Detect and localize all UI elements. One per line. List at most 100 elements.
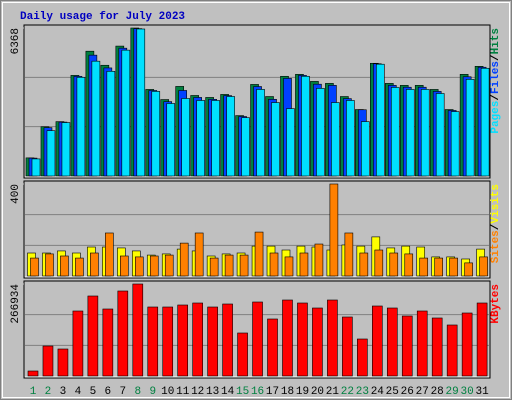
bar: [312, 307, 323, 377]
bar: [27, 370, 39, 377]
bar: [450, 111, 460, 177]
bar: [239, 254, 249, 277]
bar: [465, 79, 475, 177]
bar: [57, 348, 69, 377]
bar: [267, 318, 278, 377]
x-tick-label: 29: [446, 386, 459, 398]
bar: [192, 302, 203, 377]
legend: Pages/Files/Hits: [490, 28, 502, 134]
bar: [31, 158, 41, 177]
bar: [327, 299, 338, 377]
bar: [106, 70, 116, 177]
bar: [357, 338, 368, 377]
bar: [117, 290, 129, 377]
x-tick-label: 15: [236, 386, 249, 398]
bar: [226, 96, 235, 177]
x-tick-label: 24: [371, 386, 385, 398]
bar: [136, 28, 146, 177]
x-tick-label: 18: [281, 386, 294, 398]
x-tick-label: 4: [75, 386, 82, 398]
bar: [359, 252, 369, 277]
x-tick-label: 28: [431, 386, 444, 398]
bar: [404, 253, 414, 277]
bar: [76, 77, 86, 177]
bar: [181, 98, 190, 177]
x-tick-label: 30: [461, 386, 474, 398]
x-tick-label: 16: [251, 386, 264, 398]
bar: [121, 49, 131, 177]
bar: [284, 256, 294, 277]
x-tick-label: 2: [45, 386, 52, 398]
bar: [120, 255, 129, 277]
bar: [87, 295, 99, 377]
x-tick-label: 19: [296, 386, 309, 398]
x-tick-label: 25: [386, 386, 399, 398]
bar: [344, 232, 354, 277]
legend-separator: /: [490, 223, 502, 230]
x-tick-label: 13: [206, 386, 219, 398]
legend: KBytes: [490, 284, 502, 324]
bar: [179, 242, 189, 277]
bar: [196, 100, 205, 177]
bar: [254, 231, 264, 277]
y-tick-label: 6368: [10, 28, 22, 54]
x-tick-label: 6: [105, 386, 112, 398]
x-tick-label: 23: [356, 386, 369, 398]
bar: [102, 308, 114, 377]
x-tick-label: 8: [134, 386, 141, 398]
legend: Sites/Visits: [490, 184, 502, 263]
x-tick-label: 26: [401, 386, 414, 398]
bar: [461, 312, 473, 377]
x-tick-label: 10: [161, 386, 174, 398]
bar: [420, 89, 430, 177]
bar: [386, 307, 398, 377]
bar: [390, 87, 400, 177]
bar: [164, 254, 174, 277]
bar: [75, 257, 84, 277]
bar: [105, 232, 114, 277]
x-tick-label: 21: [326, 386, 340, 398]
legend-entry: Hits: [490, 28, 502, 54]
bar: [166, 103, 176, 177]
x-tick-label: 11: [176, 386, 190, 398]
bar: [271, 102, 280, 177]
bar: [237, 332, 248, 377]
legend-separator: /: [490, 94, 502, 101]
legend-entry: Visits: [490, 184, 502, 224]
bar: [314, 243, 324, 277]
bar: [30, 257, 39, 277]
bar: [316, 88, 325, 177]
bar: [401, 315, 413, 377]
x-tick-label: 12: [191, 386, 204, 398]
bar: [446, 324, 458, 377]
legend-entry: Sites: [490, 230, 502, 263]
y-tick-label: 266934: [10, 284, 22, 324]
bar: [46, 130, 56, 177]
bar: [61, 122, 71, 177]
x-tick-label: 1: [30, 386, 37, 398]
bar: [405, 89, 415, 177]
bar: [431, 317, 443, 377]
bar: [372, 305, 383, 377]
x-tick-label: 3: [60, 386, 67, 398]
bar: [224, 254, 234, 277]
bar: [147, 306, 159, 377]
bar: [194, 232, 204, 277]
bar: [346, 100, 355, 177]
bar: [419, 257, 429, 277]
bar: [286, 108, 295, 177]
bar: [329, 183, 339, 277]
x-tick-label: 17: [266, 386, 279, 398]
bar: [72, 310, 84, 377]
bar: [132, 283, 144, 377]
bar: [464, 262, 473, 277]
bar: [297, 302, 308, 377]
legend-entry: Pages: [490, 101, 502, 134]
x-tick-label: 14: [221, 386, 235, 398]
x-tick-label: 5: [90, 386, 97, 398]
x-tick-label: 9: [149, 386, 156, 398]
bar: [134, 256, 144, 277]
